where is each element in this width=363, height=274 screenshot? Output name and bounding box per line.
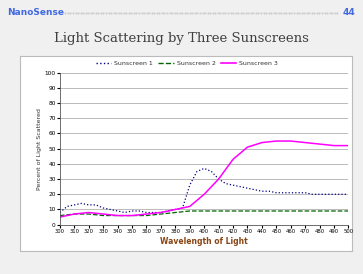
Sunscreen 1 <box>130 209 134 213</box>
Sunscreen 1 <box>209 170 213 173</box>
Sunscreen 1 <box>281 191 286 194</box>
Sunscreen 1 <box>245 187 250 190</box>
Sunscreen 1 <box>202 167 206 170</box>
Sunscreen 1 <box>65 205 69 208</box>
Sunscreen 1 <box>159 211 163 214</box>
Sunscreen 2 <box>260 209 264 213</box>
Sunscreen 2 <box>231 209 235 213</box>
Sunscreen 2 <box>274 209 278 213</box>
Y-axis label: Percent of Light Scattered: Percent of Light Scattered <box>37 108 42 190</box>
Sunscreen 2 <box>130 214 134 217</box>
Sunscreen 1 <box>260 190 264 193</box>
Sunscreen 3 <box>144 212 149 216</box>
Sunscreen 2 <box>87 212 91 216</box>
Sunscreen 2 <box>216 209 221 213</box>
Sunscreen 1 <box>166 209 170 213</box>
Sunscreen 2 <box>72 212 77 216</box>
Sunscreen 1 <box>325 193 329 196</box>
Sunscreen 1 <box>137 209 142 213</box>
Sunscreen 1 <box>318 193 322 196</box>
Sunscreen 3 <box>303 141 307 144</box>
Sunscreen 1 <box>231 184 235 187</box>
Sunscreen 3 <box>332 144 336 147</box>
Sunscreen 2 <box>332 209 336 213</box>
Sunscreen 1 <box>108 208 113 211</box>
Sunscreen 2 <box>245 209 250 213</box>
Sunscreen 3 <box>87 211 91 214</box>
Sunscreen 2 <box>173 211 178 214</box>
Sunscreen 3 <box>173 208 178 211</box>
Sunscreen 3 <box>318 142 322 146</box>
Sunscreen 1 <box>151 211 156 214</box>
Sunscreen 1 <box>87 203 91 207</box>
Sunscreen 1 <box>72 203 77 207</box>
Sunscreen 3 <box>101 212 105 216</box>
Sunscreen 1 <box>195 170 199 173</box>
Sunscreen 2 <box>289 209 293 213</box>
X-axis label: Wavelength of Light: Wavelength of Light <box>160 237 248 246</box>
Sunscreen 2 <box>115 214 120 217</box>
Text: NanoSense: NanoSense <box>7 8 64 17</box>
Sunscreen 1 <box>274 191 278 194</box>
Sunscreen 3 <box>216 178 221 181</box>
Sunscreen 1 <box>332 193 336 196</box>
Line: Sunscreen 2: Sunscreen 2 <box>60 211 348 216</box>
Sunscreen 1 <box>94 203 98 207</box>
Sunscreen 1 <box>346 193 351 196</box>
Sunscreen 3 <box>346 144 351 147</box>
Sunscreen 3 <box>289 139 293 143</box>
Sunscreen 2 <box>144 214 149 217</box>
Sunscreen 1 <box>296 191 300 194</box>
Sunscreen 3 <box>202 193 206 196</box>
Sunscreen 2 <box>318 209 322 213</box>
Sunscreen 1 <box>101 206 105 210</box>
Line: Sunscreen 3: Sunscreen 3 <box>60 141 348 217</box>
Sunscreen 3 <box>274 139 278 143</box>
Sunscreen 3 <box>159 211 163 214</box>
Sunscreen 1 <box>173 208 178 211</box>
Sunscreen 1 <box>303 191 307 194</box>
Sunscreen 2 <box>188 209 192 213</box>
Sunscreen 2 <box>202 209 206 213</box>
Sunscreen 3 <box>130 214 134 217</box>
Sunscreen 3 <box>231 158 235 161</box>
Sunscreen 2 <box>346 209 351 213</box>
Sunscreen 1 <box>79 202 84 205</box>
Sunscreen 1 <box>144 211 149 214</box>
Sunscreen 2 <box>303 209 307 213</box>
Sunscreen 1 <box>123 211 127 214</box>
Sunscreen 1 <box>180 206 185 210</box>
Text: Light Scattering by Three Sunscreens: Light Scattering by Three Sunscreens <box>54 32 309 45</box>
Sunscreen 1 <box>188 184 192 187</box>
Sunscreen 1 <box>224 182 228 185</box>
Sunscreen 3 <box>115 214 120 217</box>
Text: 44: 44 <box>343 8 356 17</box>
Line: Sunscreen 1: Sunscreen 1 <box>60 169 348 213</box>
Sunscreen 2 <box>101 214 105 217</box>
Sunscreen 1 <box>115 209 120 213</box>
Sunscreen 3 <box>58 215 62 219</box>
Sunscreen 3 <box>72 212 77 216</box>
Sunscreen 1 <box>267 190 271 193</box>
Legend: Sunscreen 1, Sunscreen 2, Sunscreen 3: Sunscreen 1, Sunscreen 2, Sunscreen 3 <box>93 59 281 69</box>
Sunscreen 3 <box>188 205 192 208</box>
Sunscreen 1 <box>310 193 315 196</box>
Sunscreen 1 <box>58 211 62 214</box>
Sunscreen 1 <box>339 193 343 196</box>
Sunscreen 3 <box>245 145 250 149</box>
Sunscreen 2 <box>58 214 62 217</box>
Sunscreen 1 <box>253 188 257 191</box>
Sunscreen 1 <box>289 191 293 194</box>
Sunscreen 2 <box>159 212 163 216</box>
Sunscreen 1 <box>238 185 242 188</box>
Sunscreen 1 <box>216 178 221 181</box>
Sunscreen 3 <box>260 141 264 144</box>
